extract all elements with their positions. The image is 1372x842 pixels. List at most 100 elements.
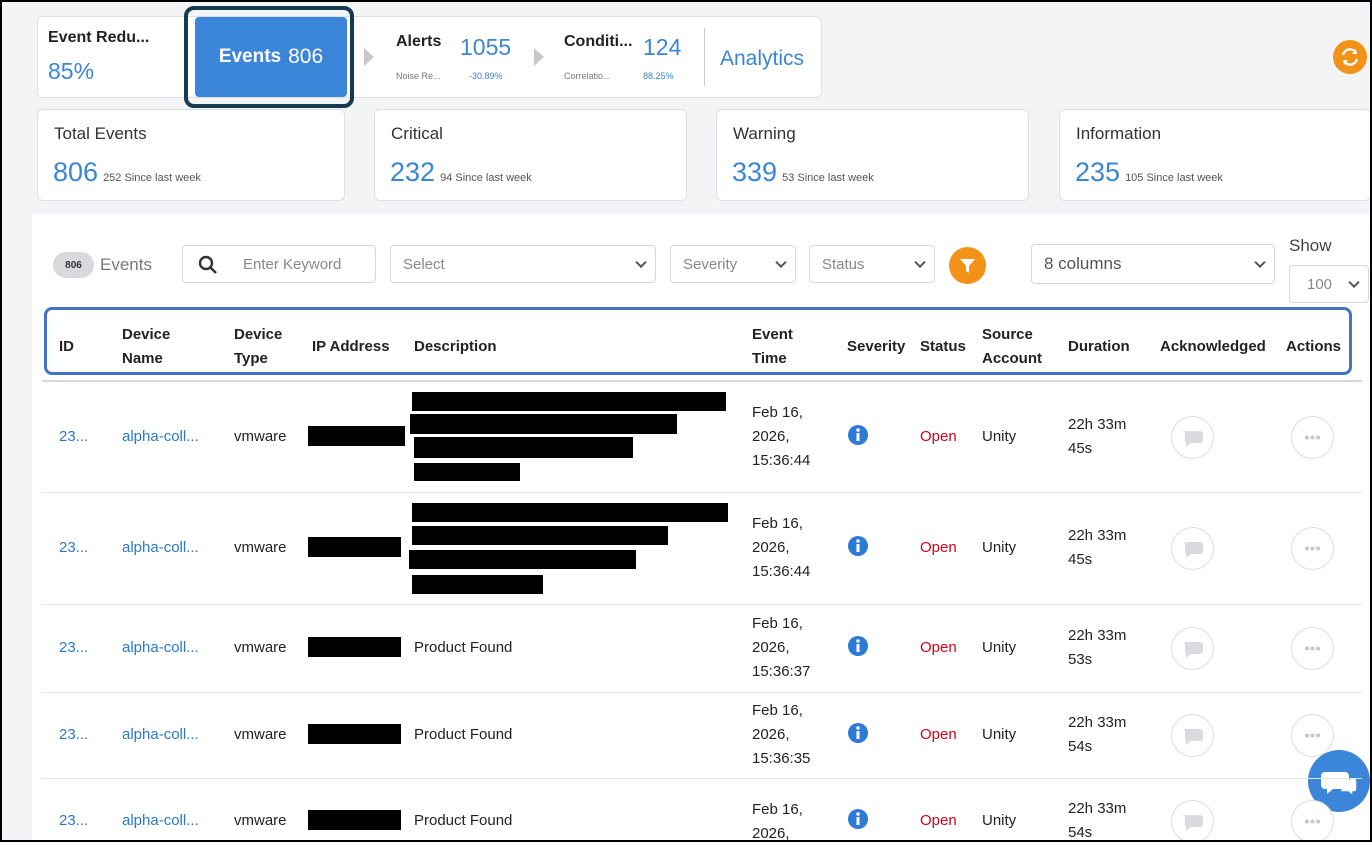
search-input[interactable]: Enter Keyword [182, 245, 376, 283]
comment-icon [1184, 431, 1203, 447]
time-line: 2026, [752, 428, 790, 445]
columns-dropdown[interactable]: 8 columns [1031, 244, 1275, 284]
duration-line: 22h 33m [1068, 527, 1127, 544]
cell-device-name[interactable]: alpha-coll... [122, 428, 199, 445]
cell-device-name[interactable]: alpha-coll... [122, 726, 199, 743]
column-header[interactable]: ID [59, 338, 74, 355]
column-header[interactable]: Event Time [752, 326, 793, 367]
cell-id[interactable]: 23... [59, 539, 89, 556]
time-line: Feb 16, [752, 801, 803, 818]
acknowledge-button[interactable] [1171, 416, 1214, 459]
duration-line: 22h 33m [1068, 627, 1127, 644]
more-icon [1305, 646, 1320, 651]
stat-note: 105 Since last week [1125, 172, 1223, 184]
chevron [534, 48, 544, 66]
stat-value: 806 [53, 157, 99, 187]
stat-note: 94 Since last week [440, 172, 532, 184]
acknowledge-button[interactable] [1171, 627, 1214, 670]
cell-id[interactable]: 23... [59, 639, 89, 656]
stat-card[interactable] [716, 109, 1029, 201]
column-header[interactable]: Duration [1068, 338, 1130, 355]
column-header[interactable]: Device Name [122, 326, 171, 367]
column-header[interactable]: Source Account [982, 326, 1042, 367]
page-size-dropdown[interactable]: 100 [1289, 265, 1369, 303]
actions-button[interactable] [1291, 714, 1334, 757]
cell-status: Open [920, 539, 957, 556]
tab-label[interactable]: Analytics [720, 47, 805, 70]
time-line: Feb 16, [752, 404, 803, 421]
cell-device-name[interactable]: alpha-coll... [122, 639, 199, 656]
cell-id[interactable]: 23... [59, 812, 89, 829]
more-icon [1305, 733, 1320, 738]
time-line: 15:36:44 [752, 452, 811, 469]
cell-device-name[interactable]: alpha-coll... [122, 539, 199, 556]
cell-event-time: Feb 16, 2026, [752, 798, 803, 842]
cell-event-time: Feb 16, 2026, 15:36:44 [752, 512, 810, 584]
more-icon [1305, 546, 1320, 551]
tab-value: 806 [288, 45, 324, 68]
chevron [364, 48, 374, 66]
column-header[interactable]: Description [414, 338, 497, 355]
redacted-text [409, 550, 636, 569]
tab-sub-label: Noise Re... [396, 71, 441, 81]
cell-id[interactable]: 23... [59, 726, 89, 743]
column-header[interactable]: Status [920, 338, 966, 355]
actions-button[interactable] [1291, 627, 1334, 670]
actions-button[interactable] [1291, 527, 1334, 570]
column-header[interactable]: Actions [1286, 338, 1342, 355]
stat-label: Total Events [54, 124, 147, 143]
time-line: 2026, [752, 539, 790, 556]
cell-id[interactable]: 23... [59, 428, 89, 445]
cell-description: Product Found [414, 639, 513, 656]
select-dropdown[interactable]: Select [390, 245, 656, 283]
search-icon [198, 255, 217, 274]
redacted-text [412, 392, 726, 411]
time-line: 2026, [752, 825, 790, 842]
tab-label[interactable]: Conditi... [564, 33, 633, 50]
time-line: 15:36:44 [752, 563, 811, 580]
comment-icon [1184, 815, 1203, 831]
acknowledge-button[interactable] [1171, 714, 1214, 757]
row-divider [42, 778, 1362, 779]
cell-duration: 22h 33m 54s [1068, 797, 1127, 840]
tab-bar [37, 16, 822, 98]
duration-line: 45s [1068, 551, 1093, 568]
refresh-button[interactable] [1333, 40, 1367, 74]
stat-note: 252 Since last week [103, 172, 201, 184]
filter-button[interactable] [949, 247, 986, 284]
actions-button[interactable] [1291, 800, 1334, 840]
column-header[interactable]: Device Type [234, 326, 283, 367]
actions-button[interactable] [1291, 416, 1334, 459]
cell-event-time: Feb 16, 2026, 15:36:35 [752, 699, 810, 771]
column-header[interactable]: IP Address [312, 338, 390, 355]
cell-device-type: vmware [234, 639, 287, 656]
column-header[interactable]: Severity [847, 338, 906, 355]
column-header[interactable]: Acknowledged [1160, 338, 1266, 355]
duration-line: 22h 33m [1068, 800, 1127, 817]
stat-value: 232 [390, 157, 436, 187]
dropdown-text: Select [403, 255, 445, 273]
comment-icon [1184, 642, 1203, 658]
severity-dropdown[interactable]: Severity [670, 245, 796, 283]
tab-value: 85% [48, 58, 95, 84]
stat-row: 806 252 Since last week [53, 156, 201, 188]
cell-device-name[interactable]: alpha-coll... [122, 812, 199, 829]
acknowledge-button[interactable] [1171, 527, 1214, 570]
status-dropdown[interactable]: Status [809, 245, 935, 283]
stat-row: 232 94 Since last week [390, 156, 532, 188]
tab-label[interactable]: Alerts [396, 33, 442, 50]
dropdown-text: 100 [1307, 275, 1333, 293]
more-icon [1305, 435, 1320, 440]
dropdown-text: Status [822, 255, 865, 273]
acknowledge-button[interactable] [1171, 800, 1214, 840]
stat-card[interactable] [1059, 109, 1370, 201]
active-tab[interactable]: Events 806 [195, 17, 347, 97]
redacted-text [412, 575, 543, 594]
cell-source-account: Unity [982, 539, 1017, 556]
stat-card[interactable] [37, 109, 345, 201]
stat-value: 235 [1075, 157, 1121, 187]
time-line: Feb 16, [752, 702, 803, 719]
stat-card[interactable] [374, 109, 687, 201]
redacted-ip [308, 537, 401, 557]
tab-label[interactable]: Event Redu... [48, 29, 150, 46]
